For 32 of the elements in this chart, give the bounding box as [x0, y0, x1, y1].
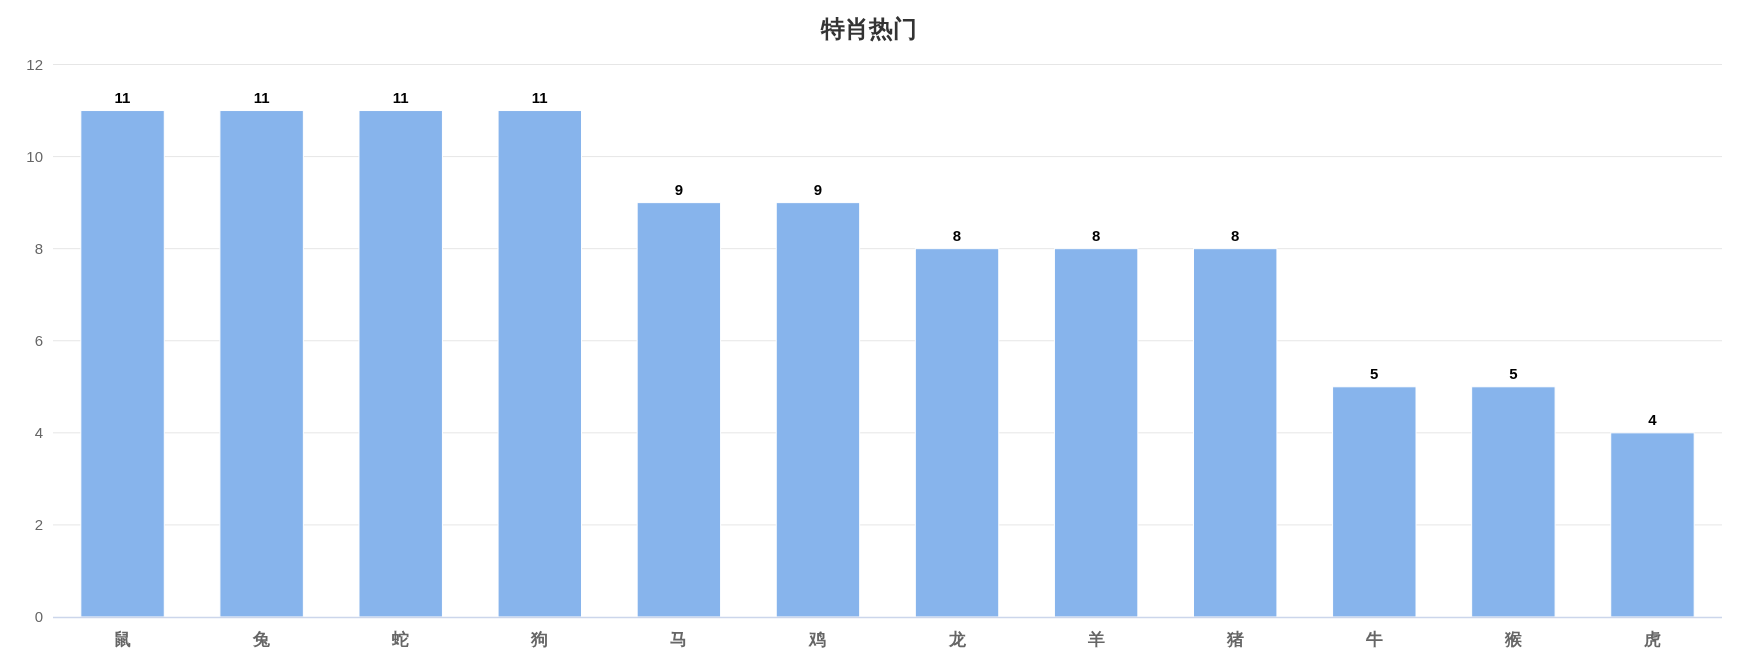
x-tick-label: 龙 — [947, 630, 967, 649]
x-tick-label: 马 — [670, 630, 688, 649]
data-label: 8 — [1091, 226, 1101, 244]
data-label: 11 — [253, 88, 270, 106]
y-tick-label: 10 — [26, 147, 43, 165]
data-label: 11 — [531, 88, 548, 106]
data-label: 11 — [392, 88, 409, 106]
data-label: 4 — [1648, 410, 1658, 428]
y-tick-label: 8 — [34, 239, 43, 257]
y-tick-label: 12 — [26, 55, 43, 73]
y-tick-label: 6 — [34, 331, 43, 349]
data-label: 11 — [114, 88, 131, 106]
x-tick-label: 蛇 — [391, 630, 410, 649]
data-label: 5 — [1509, 364, 1518, 382]
x-tick-label: 兔 — [252, 630, 272, 649]
data-label: 5 — [1370, 364, 1379, 382]
x-tick-label: 猪 — [1225, 630, 1244, 649]
x-tick-label: 狗 — [530, 630, 549, 649]
data-label: 8 — [952, 226, 962, 244]
y-tick-label: 4 — [34, 423, 43, 441]
x-tick-label: 牛 — [1364, 630, 1383, 649]
data-label: 9 — [813, 180, 823, 198]
x-tick-label: 虎 — [1642, 630, 1661, 649]
x-tick-label: 鼠 — [114, 630, 132, 649]
x-tick-label: 羊 — [1086, 630, 1105, 649]
data-label: 8 — [1231, 226, 1240, 244]
x-tick-label: 猴 — [1503, 630, 1523, 649]
data-label: 9 — [674, 180, 684, 198]
x-tick-label: 鸡 — [808, 630, 827, 649]
y-tick-label: 2 — [34, 515, 43, 533]
chart-title: 特肖热门 — [820, 15, 917, 42]
y-tick-label: 0 — [34, 608, 43, 625]
